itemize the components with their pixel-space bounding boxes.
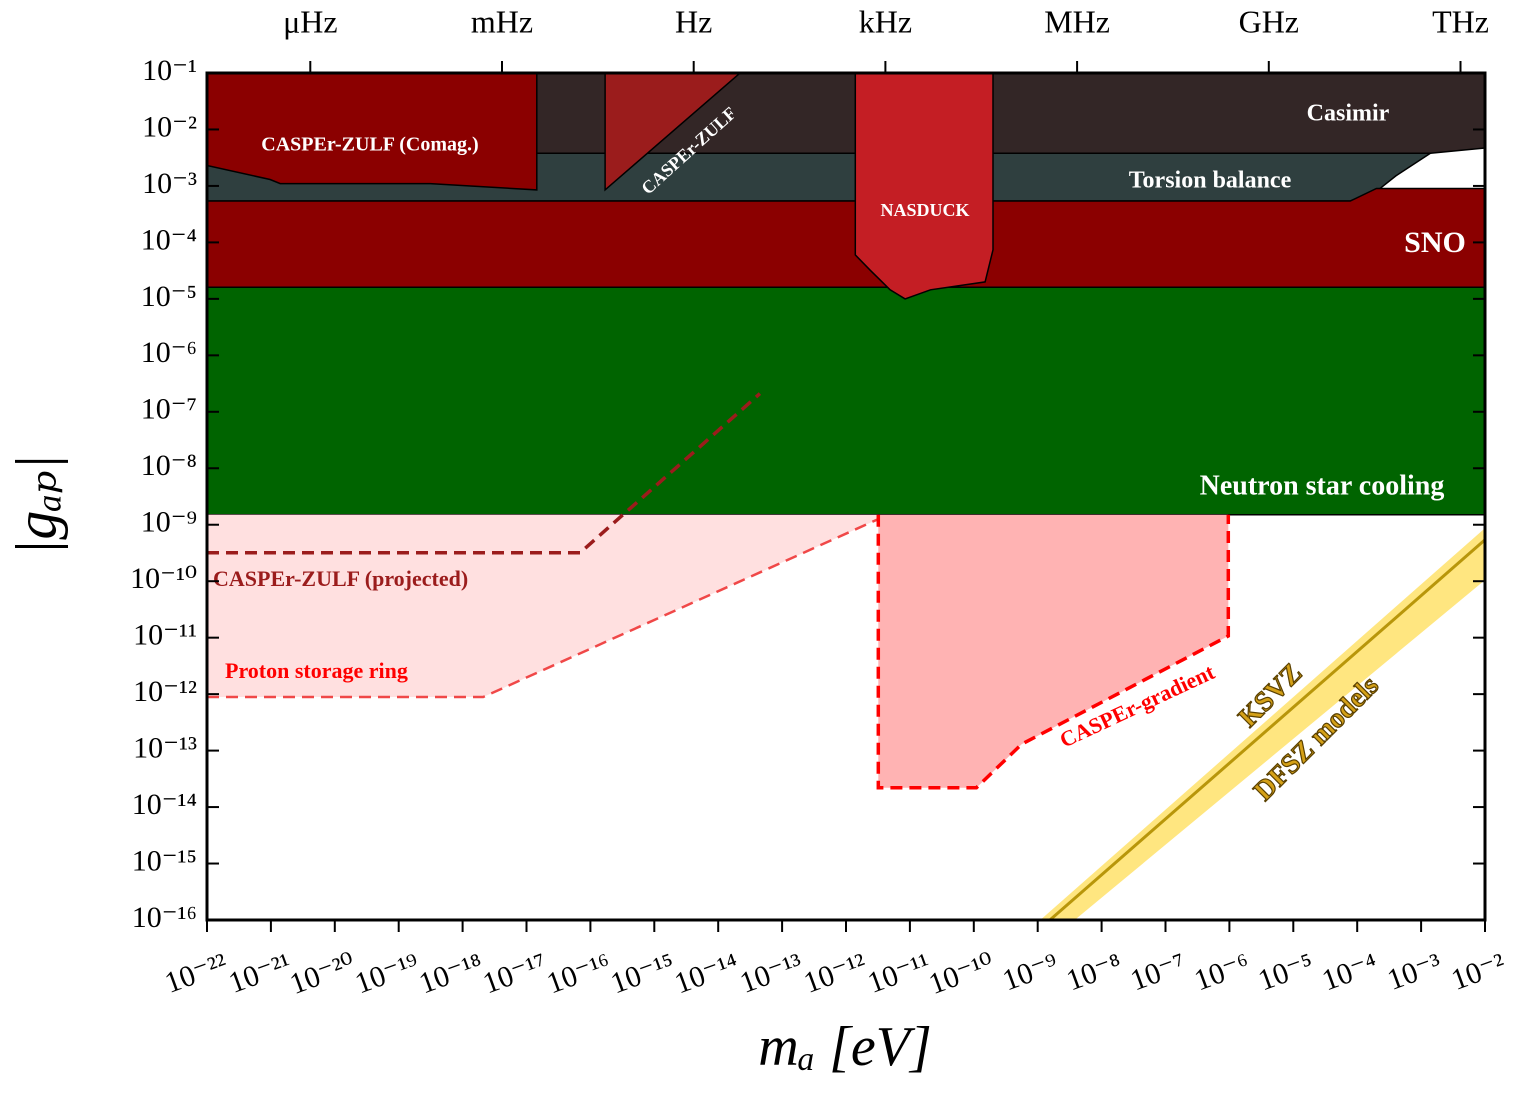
projection-edge [207,392,762,555]
y-tick-label: 10⁻¹² [133,675,197,708]
region-label: Torsion balance [1129,168,1292,194]
y-tick-label: 10⁻¹¹ [133,619,197,652]
y-tick-label: 10⁻¹ [142,54,197,87]
y-tick-label: 10⁻¹⁶ [132,901,197,934]
y-tick-label: 10⁻¹⁴ [132,788,197,821]
x-tick-label: 10⁻⁴ [1318,947,1382,997]
y-tick-label: 10⁻³ [142,167,197,200]
plot-area [207,73,1485,920]
x-tick-label: 10⁻¹⁹ [351,947,424,1000]
x-tick-label: 10⁻⁷ [1126,947,1190,997]
projection-edge [207,517,879,699]
x2-tick-label: THz [1432,3,1489,39]
x2-tick-label: μHz [283,3,337,39]
x-tick-label: 10⁻¹³ [736,947,807,1000]
x-tick-label: 10⁻¹¹ [863,947,934,1000]
exclusion-region [207,187,1485,289]
y-axis-label: |gₐₚ| [3,454,68,555]
exclusion-region [878,514,1229,788]
region-label: CASPEr-ZULF (Comag.) [261,134,478,156]
x-tick-label: 10⁻¹⁴ [670,947,743,1000]
x2-tick-label: Hz [675,3,712,39]
model-line [1048,538,1485,920]
y-tick-label: 10⁻⁶ [141,336,197,369]
x-tick-label: 10⁻¹⁶ [543,947,616,1000]
projection-edge [876,514,1231,790]
y-tick-label: 10⁻⁵ [141,280,197,313]
x-tick-label: 10⁻¹⁰ [924,947,998,1001]
x2-tick-label: mHz [471,3,533,39]
exclusion-region [604,73,742,192]
y-tick-label: 10⁻⁸ [141,449,197,482]
exclusion-region [1040,528,1485,920]
y-tick-label: 10⁻⁴ [141,223,197,256]
x-tick-label: 10⁻²⁰ [285,947,359,1001]
x-tick-label: 10⁻¹⁵ [606,947,679,1000]
x-tick-label: 10⁻²² [160,947,231,1000]
region-label: CASPEr-ZULF (projected) [213,566,468,591]
exclusion-region [854,73,994,300]
exclusion-region [207,286,1485,516]
x2-tick-label: kHz [859,3,912,39]
x-axis-label: mₐ [eV] [758,1016,931,1078]
x-tick-label: 10⁻¹⁸ [415,947,488,1000]
exclusion-region [207,73,538,191]
x-tick-label: 10⁻² [1447,947,1510,997]
x-tick-label: 10⁻²¹ [224,947,295,1000]
x-tick-label: 10⁻¹² [799,947,870,1000]
y-tick-label: 10⁻⁷ [141,393,197,426]
x-tick-label: 10⁻³ [1383,947,1446,997]
region-label: Neutron star cooling [1200,470,1445,501]
region-label: NASDUCK [880,200,969,220]
x-tick-label: 10⁻¹⁷ [479,947,552,1000]
region-label: SNO [1404,226,1466,259]
x2-tick-label: MHz [1044,3,1110,39]
exclusion-region [207,514,879,697]
region-label: Casimir [1307,101,1390,127]
region-label: Proton storage ring [225,658,408,683]
y-tick-label: 10⁻² [142,110,197,143]
y-tick-label: 10⁻⁹ [141,506,197,539]
y-tick-label: 10⁻¹⁰ [130,562,197,595]
x-tick-label: 10⁻⁵ [1254,947,1318,997]
x-tick-label: 10⁻⁹ [998,947,1062,997]
y-tick-label: 10⁻¹⁵ [132,844,197,877]
x-tick-label: 10⁻⁶ [1190,947,1254,997]
x-tick-label: 10⁻⁸ [1062,947,1126,997]
y-tick-label: 10⁻¹³ [133,731,197,764]
x2-tick-label: GHz [1239,3,1299,39]
